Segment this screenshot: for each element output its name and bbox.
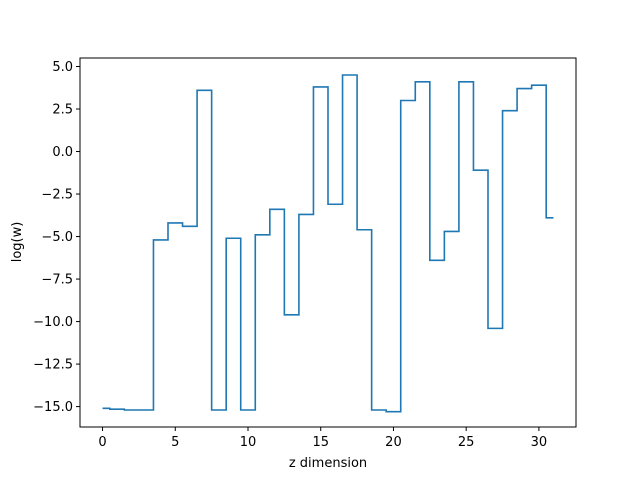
series-line xyxy=(102,74,554,413)
x-tick-label: 25 xyxy=(458,435,475,450)
x-tick-label: 5 xyxy=(171,435,179,450)
y-tick-label: −7.5 xyxy=(41,273,73,288)
series-layer xyxy=(102,74,554,413)
x-tick-label: 20 xyxy=(385,435,402,450)
y-tick-label: −10.0 xyxy=(33,315,73,330)
y-tick-label: 0.0 xyxy=(52,145,73,160)
y-tick-label: −12.5 xyxy=(33,358,73,373)
x-tick-label: 30 xyxy=(531,435,548,450)
y-tick-label: 2.5 xyxy=(52,103,73,118)
plot-frame xyxy=(79,57,577,428)
y-axis-label: log(w) xyxy=(10,222,25,263)
x-axis-label: z dimension xyxy=(289,456,367,471)
x-tick-label: 0 xyxy=(98,435,106,450)
y-tick-label: −2.5 xyxy=(41,188,73,203)
y-tick-label: 5.0 xyxy=(52,60,73,75)
x-tick-label: 10 xyxy=(240,435,257,450)
y-tick-label: −5.0 xyxy=(41,230,73,245)
ticks-layer: 0 5 10 15 20 25 30 5.0 2.5 0.0 −2.5 −5.0 −7.5 −10.0 −1… xyxy=(33,60,547,450)
x-tick-label: 15 xyxy=(312,435,329,450)
y-tick-label: −15.0 xyxy=(33,400,73,415)
